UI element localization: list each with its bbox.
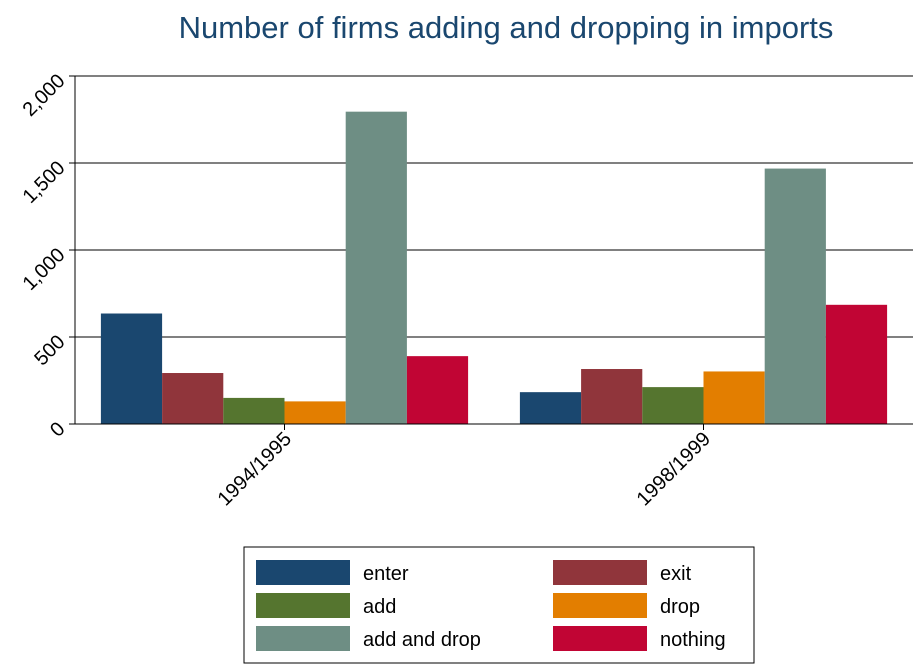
chart-title: Number of firms adding and dropping in i…	[179, 10, 834, 45]
x-tick-label: 1998/1999	[633, 428, 715, 510]
bar	[581, 369, 643, 424]
bar	[223, 397, 285, 424]
legend-label: drop	[660, 596, 700, 618]
y-tick-label: 0	[46, 418, 69, 441]
bar	[345, 111, 407, 425]
legend-swatch	[553, 593, 647, 618]
bar	[284, 401, 346, 424]
bar	[100, 313, 163, 424]
bar	[764, 168, 826, 424]
legend-swatch	[256, 560, 350, 585]
bar	[703, 371, 765, 424]
legend-label: add and drop	[363, 629, 481, 651]
bars	[100, 111, 888, 425]
bar	[162, 373, 224, 424]
legend-label: add	[363, 596, 396, 618]
bar	[519, 392, 582, 424]
y-axis: 0 500 1,000 1,500 2,000	[19, 70, 76, 441]
legend-swatch	[553, 560, 647, 585]
legend-label: exit	[660, 563, 692, 585]
legend-label: nothing	[660, 629, 726, 651]
x-tick-label: 1994/1995	[214, 428, 296, 510]
legend-swatch	[256, 626, 350, 651]
bar	[642, 387, 704, 424]
y-tick-label: 1,000	[19, 244, 70, 295]
bar	[825, 304, 888, 424]
legend: enter exit add drop add and drop nothing	[243, 546, 755, 664]
x-axis: 1994/1995 1998/1999	[75, 423, 913, 510]
legend-swatch	[256, 593, 350, 618]
legend-swatch	[553, 626, 647, 651]
y-tick-label: 2,000	[19, 70, 70, 121]
y-tick-label: 500	[30, 331, 69, 370]
bar	[406, 356, 469, 424]
legend-label: enter	[363, 563, 409, 585]
y-tick-label: 1,500	[19, 157, 70, 208]
